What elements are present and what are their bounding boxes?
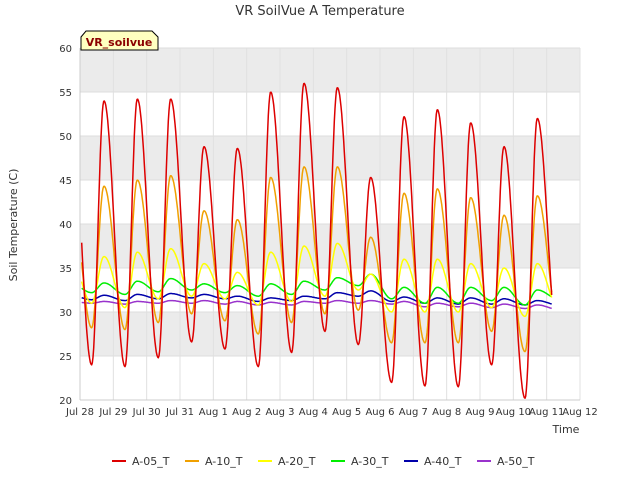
annotation-box	[80, 30, 159, 51]
legend-label: A-05_T	[132, 455, 170, 468]
series-line-a-30-t	[81, 273, 553, 306]
y-axis-label: Soil Temperature (C)	[7, 169, 20, 282]
x-tick-label: Aug 11	[529, 407, 564, 418]
y-tick-label: 60	[59, 44, 72, 55]
annotation-text: VR_soilvue	[86, 36, 153, 49]
x-tick-label: Aug 8	[432, 407, 461, 418]
x-tick-label: Aug 2	[232, 407, 261, 418]
y-tick-label: 20	[59, 396, 72, 407]
legend-label: A-40_T	[424, 455, 462, 468]
axes: 20 25 30 35 40 45 50 55 60 Jul 28 Jul 29 Jul 30 Jul …	[59, 44, 597, 418]
legend-item: A-40_T	[404, 455, 462, 468]
x-tick-label: Jul 30	[132, 407, 161, 418]
legend-label: A-10_T	[205, 455, 243, 468]
site-annotation: VR_soilvue	[80, 30, 159, 51]
chart-title: VR SoilVue A Temperature	[235, 4, 404, 19]
x-tick-label: Aug 12	[562, 407, 597, 418]
x-tick-label: Aug 6	[365, 407, 394, 418]
legend-item: A-20_T	[258, 455, 316, 468]
legend-item: A-50_T	[477, 455, 535, 468]
x-tick-label: Aug 9	[465, 407, 494, 418]
series-line-a-20-t	[80, 242, 553, 318]
y-tick-label: 50	[59, 132, 72, 143]
x-tick-label: Jul 29	[98, 407, 127, 418]
x-tick-label: Aug 4	[299, 407, 328, 418]
series-layer	[80, 82, 553, 399]
legend-item: A-10_T	[185, 455, 243, 468]
x-tick-label: Aug 5	[332, 407, 361, 418]
legend-label: A-20_T	[278, 455, 316, 468]
x-tick-label: Jul 31	[165, 407, 194, 418]
grid-band	[80, 312, 580, 356]
legend-item: A-30_T	[331, 455, 389, 468]
y-tick-label: 25	[59, 352, 72, 363]
y-tick-label: 55	[59, 88, 72, 99]
legend-label: A-30_T	[351, 455, 389, 468]
legend-item: A-05_T	[112, 455, 170, 468]
series-line-a-50-t	[81, 299, 552, 310]
x-tick-label: Aug 1	[199, 407, 228, 418]
series-line-a-40-t	[81, 290, 552, 306]
legend: A-05_T A-10_T A-20_T A-30_T A-40_T A-50_T	[112, 455, 535, 468]
series-line-a-05-t	[80, 82, 553, 399]
y-tick-label: 40	[59, 220, 72, 231]
grid-band	[80, 48, 580, 92]
grid-band	[80, 136, 580, 180]
x-axis-label: Time	[552, 423, 580, 436]
x-tick-label: Jul 28	[65, 407, 94, 418]
x-tick-label: Aug 3	[265, 407, 294, 418]
y-tick-label: 35	[59, 264, 72, 275]
y-tick-label: 30	[59, 308, 72, 319]
x-tick-label: Aug 7	[399, 407, 428, 418]
y-tick-label: 45	[59, 176, 72, 187]
x-tick-label: Aug 10	[496, 407, 531, 418]
legend-label: A-50_T	[497, 455, 535, 468]
series-line-a-10-t	[80, 166, 553, 353]
